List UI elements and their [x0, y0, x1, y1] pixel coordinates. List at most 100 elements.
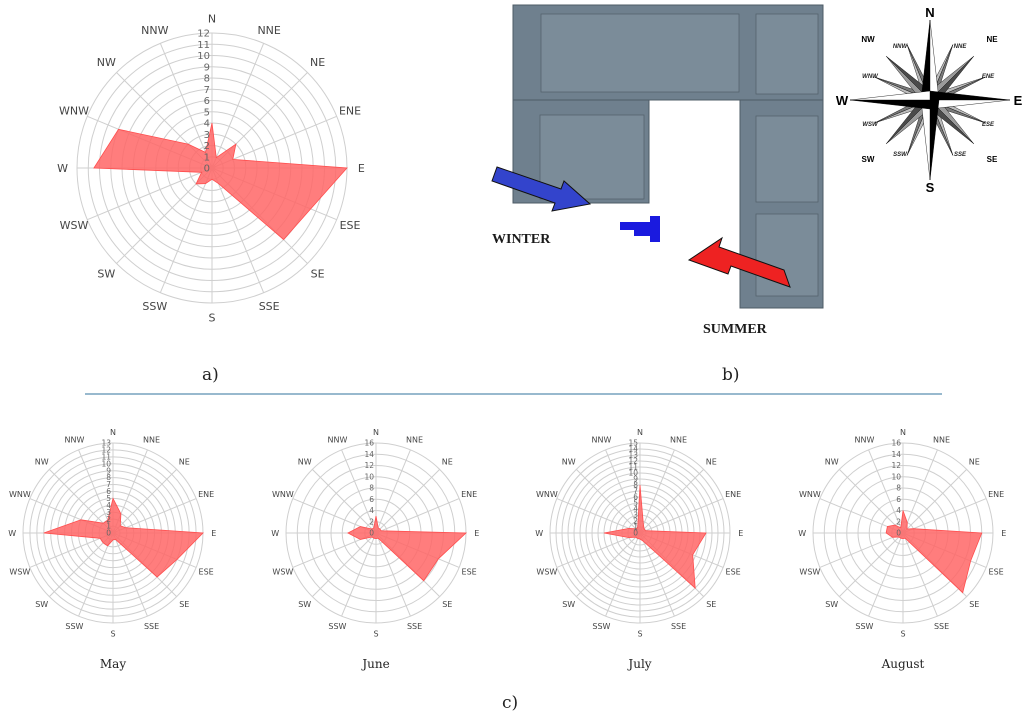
compass-point [849, 90, 931, 101]
radial-tick-label: 12 [628, 457, 638, 466]
wind-rose-august: 0 2 4 6 8 10 12 14 16 N NNE NE ENE E ESE SE SSE S SSW SW WSW… [798, 428, 1006, 671]
radial-tick-label: 1 [204, 152, 210, 163]
radial-tick-label: 0 [633, 529, 638, 538]
grid-spoke [341, 532, 377, 617]
summer-label: SUMMER [703, 322, 768, 337]
direction-label-sse: SSE [671, 622, 686, 631]
radial-tick-label: 6 [369, 495, 374, 504]
radial-tick-label: 4 [204, 119, 210, 130]
direction-label-ese: ESE [462, 567, 477, 576]
radial-tick-label: 12 [101, 446, 111, 455]
grid-spoke [211, 43, 265, 169]
radial-tick-label: 13 [101, 439, 111, 448]
direction-label-nnw: NNW [327, 436, 347, 445]
direction-label-ene: ENE [339, 105, 361, 118]
radial-tick-label: 11 [101, 452, 111, 461]
radial-tick-label: 14 [364, 450, 374, 459]
wind-rose-annual: 0123456789101112NNNENEENEEESESESSESSSWSW… [57, 12, 365, 324]
radial-tick-label: 0 [106, 529, 111, 538]
grid-spoke [819, 532, 904, 568]
direction-label-wsw: WSW [9, 567, 30, 576]
grid-spoke [341, 449, 377, 534]
month-title: July [626, 657, 651, 671]
direction-label-ese: ESE [726, 567, 741, 576]
radial-tick-label: 3 [204, 130, 210, 141]
compass-point [929, 19, 940, 101]
panel-b-label: b) [722, 365, 740, 385]
grid-spoke [576, 469, 641, 534]
compass-label-ne: NE [986, 35, 998, 44]
radial-tick-label: 8 [633, 481, 638, 490]
radial-tick-label: 8 [106, 473, 111, 482]
grid-spoke [576, 532, 641, 597]
grid-spoke [839, 532, 904, 597]
building-roof-panel [540, 13, 740, 93]
direction-label-wnw: WNW [59, 105, 89, 118]
direction-label-s: S [637, 630, 642, 639]
grid-spoke [312, 532, 377, 597]
direction-label-se: SE [442, 600, 452, 609]
radial-tick-label: 0 [204, 164, 210, 175]
grid-spoke [78, 532, 114, 617]
compass-label-nnw: NNW [893, 44, 909, 50]
direction-label-nne: NNE [257, 24, 280, 37]
direction-label-ene: ENE [198, 490, 214, 499]
compass-label-n: N [925, 5, 934, 20]
radial-tick-label: 9 [633, 475, 638, 484]
radial-tick-label: 2 [633, 517, 638, 526]
direction-label-sw: SW [825, 600, 838, 609]
radial-tick-label: 9 [204, 62, 210, 73]
radial-tick-label: 4 [106, 501, 111, 510]
direction-label-ene: ENE [988, 490, 1004, 499]
radial-tick-label: 7 [204, 85, 210, 96]
direction-label-ssw: SSW [592, 622, 610, 631]
direction-label-nne: NNE [143, 436, 160, 445]
radial-tick-label: 7 [633, 487, 638, 496]
radial-tick-label: 11 [197, 40, 210, 51]
radial-tick-label: 5 [106, 494, 111, 503]
compass-point [920, 19, 931, 101]
direction-label-w: W [57, 162, 68, 175]
compass-point [929, 99, 940, 181]
grid-spoke [868, 449, 904, 534]
radial-tick-label: 11 [628, 463, 638, 472]
direction-label-n: N [900, 428, 906, 437]
direction-label-ne: NE [179, 458, 190, 467]
grid-spoke [556, 498, 641, 534]
direction-label-ese: ESE [340, 219, 361, 232]
direction-label-s: S [373, 630, 378, 639]
radial-tick-label: 2 [106, 515, 111, 524]
direction-label-sse: SSE [259, 300, 280, 313]
radial-tick-label: 9 [106, 466, 111, 475]
direction-label-se: SE [179, 600, 189, 609]
radial-tick-label: 0 [896, 529, 901, 538]
radial-tick-label: 14 [628, 445, 638, 454]
direction-label-wnw: WNW [272, 490, 294, 499]
wind-rose-june: 0 2 4 6 8 10 12 14 16 N NNE NE ENE E ESE SE SSE S SSW SW WSW… [271, 428, 479, 671]
direction-label-ne: NE [442, 458, 453, 467]
direction-label-n: N [110, 428, 116, 437]
radial-tick-label: 16 [364, 439, 374, 448]
compass-label-ssw: SSW [893, 152, 908, 158]
direction-label-e: E [1001, 529, 1006, 538]
compass-point [849, 99, 931, 110]
direction-label-nnw: NNW [591, 436, 611, 445]
wind-rose-july: 0123456789101112131415NNNENEENEEESESESSE… [535, 428, 743, 671]
grid-spoke [902, 532, 938, 617]
compass-label-nw: NW [861, 35, 875, 44]
radial-tick-label: 10 [197, 51, 210, 62]
radial-tick-label: 10 [891, 472, 901, 481]
month-title: August [881, 657, 925, 671]
radial-tick-label: 4 [896, 506, 901, 515]
grid-spoke [639, 498, 724, 534]
compass-point [920, 99, 931, 181]
compass-label-sw: SW [862, 155, 875, 164]
direction-label-n: N [208, 12, 216, 25]
radial-tick-label: 14 [891, 450, 901, 459]
grid-spoke [49, 469, 114, 534]
radial-tick-label: 5 [204, 107, 210, 118]
direction-label-nw: NW [35, 458, 49, 467]
radial-tick-label: 10 [628, 469, 638, 478]
grid-spoke [639, 449, 675, 534]
direction-label-e: E [474, 529, 479, 538]
